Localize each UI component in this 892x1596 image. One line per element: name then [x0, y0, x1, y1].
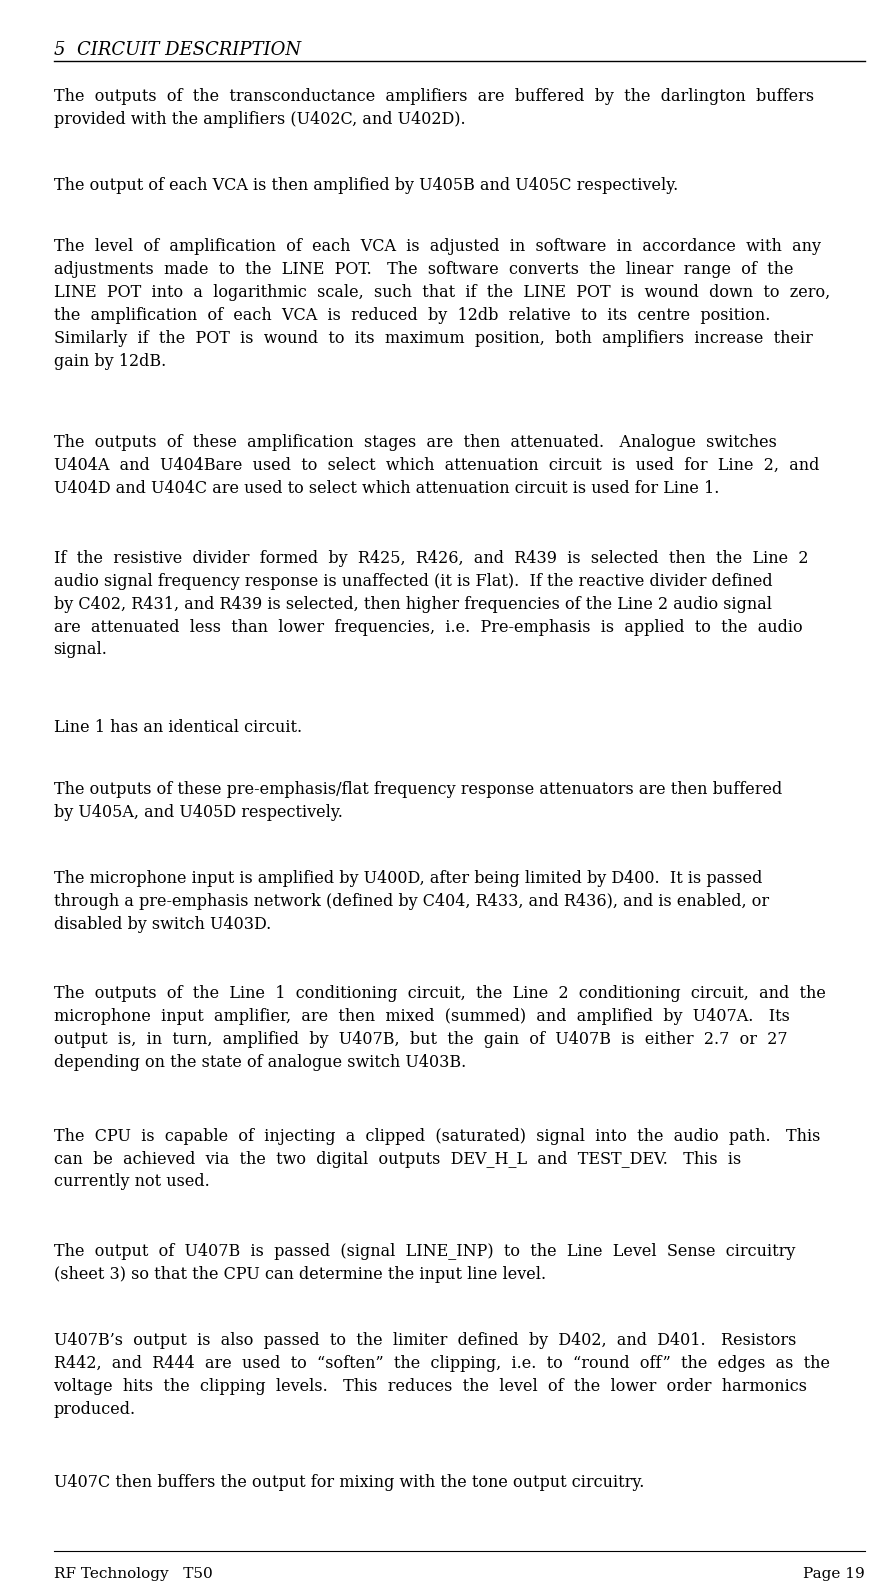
Text: The  outputs  of  the  transconductance  amplifiers  are  buffered  by  the  dar: The outputs of the transconductance ampl…: [54, 88, 814, 128]
Text: The  level  of  amplification  of  each  VCA  is  adjusted  in  software  in  ac: The level of amplification of each VCA i…: [54, 238, 830, 370]
Text: U407C then buffers the output for mixing with the tone output circuitry.: U407C then buffers the output for mixing…: [54, 1475, 644, 1491]
Text: If  the  resistive  divider  formed  by  R425,  R426,  and  R439  is  selected  : If the resistive divider formed by R425,…: [54, 551, 808, 659]
Text: RF Technology   T50: RF Technology T50: [54, 1567, 212, 1582]
Text: The  output  of  U407B  is  passed  (signal  LINE_INP)  to  the  Line  Level  Se: The output of U407B is passed (signal LI…: [54, 1243, 795, 1283]
Text: The  outputs  of  the  Line  1  conditioning  circuit,  the  Line  2  conditioni: The outputs of the Line 1 conditioning c…: [54, 985, 825, 1071]
Text: 5  CIRCUIT DESCRIPTION: 5 CIRCUIT DESCRIPTION: [54, 41, 301, 59]
Text: The  CPU  is  capable  of  injecting  a  clipped  (saturated)  signal  into  the: The CPU is capable of injecting a clippe…: [54, 1128, 820, 1191]
Text: The  outputs  of  these  amplification  stages  are  then  attenuated.   Analogu: The outputs of these amplification stage…: [54, 434, 819, 496]
Text: The outputs of these pre-emphasis/flat frequency response attenuators are then b: The outputs of these pre-emphasis/flat f…: [54, 780, 781, 820]
Text: The output of each VCA is then amplified by U405B and U405C respectively.: The output of each VCA is then amplified…: [54, 177, 678, 193]
Text: Line 1 has an identical circuit.: Line 1 has an identical circuit.: [54, 720, 301, 736]
Text: Page 19: Page 19: [804, 1567, 865, 1582]
Text: U407B’s  output  is  also  passed  to  the  limiter  defined  by  D402,  and  D4: U407B’s output is also passed to the lim…: [54, 1333, 830, 1417]
Text: The microphone input is amplified by U400D, after being limited by D400.  It is : The microphone input is amplified by U40…: [54, 870, 769, 932]
